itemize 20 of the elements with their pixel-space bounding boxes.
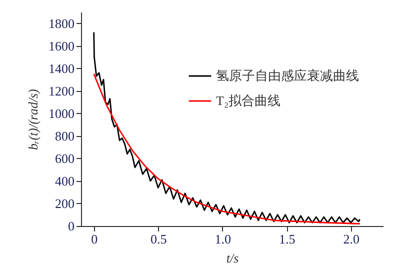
x-tick-label: 0: [91, 232, 98, 246]
x-tick-label: 1.5: [278, 232, 296, 246]
y-axis-title: bᵣ(t)/(rad/s): [26, 89, 40, 150]
y-tick-label: 1200: [48, 83, 74, 98]
x-axis-title: t/s: [226, 250, 239, 266]
y-tick-label: 1800: [48, 16, 74, 31]
y-tick-label: 1000: [48, 106, 74, 121]
y-tick-label: 0: [68, 218, 74, 234]
y-tick-label: 600: [55, 150, 74, 166]
y-tick-label: 1400: [48, 60, 74, 76]
x-tick-label: 2.0: [343, 232, 360, 246]
legend-label: 氢原子自由感应衰减曲线: [216, 68, 359, 83]
y-tick-label: 200: [55, 196, 74, 211]
x-tick-label: 0.5: [150, 232, 167, 246]
x-tick-label: 1.0: [214, 232, 231, 246]
legend-label: T₂拟合曲线: [216, 93, 280, 108]
y-tick-label: 400: [55, 173, 74, 188]
y-tick-label: 1600: [48, 38, 74, 54]
y-tick-label: 800: [55, 128, 74, 144]
line-series: [93, 32, 361, 224]
